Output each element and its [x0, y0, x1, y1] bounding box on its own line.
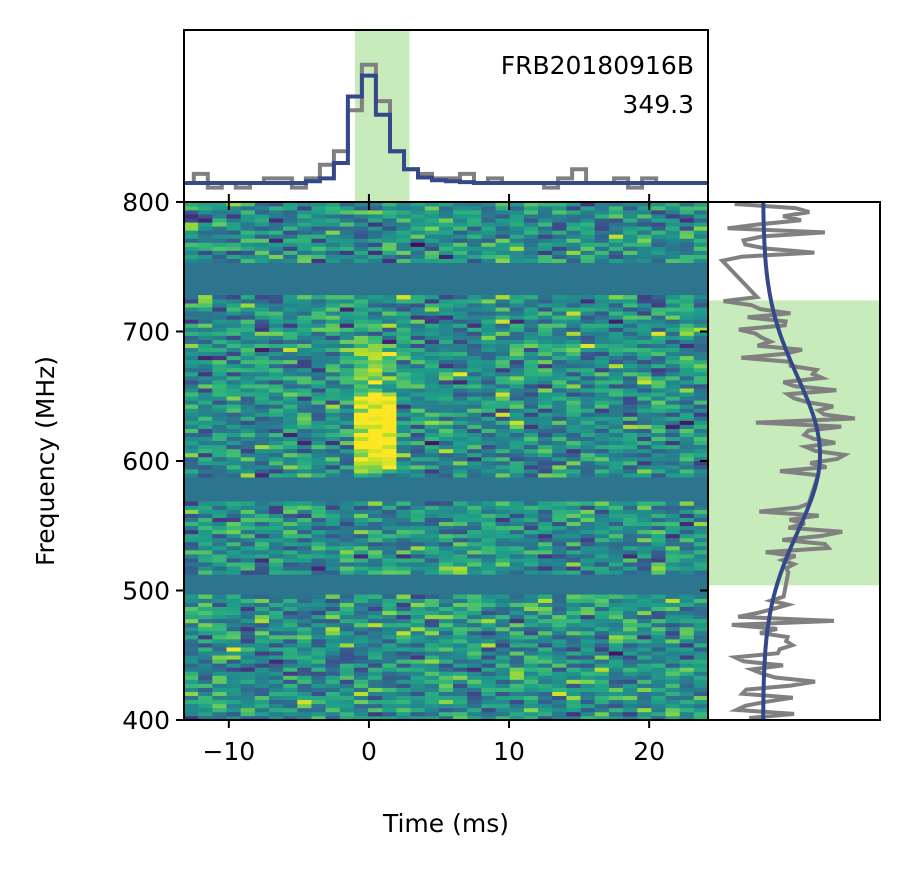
- x-tick-label: 20: [633, 737, 665, 766]
- y-tick-label: 600: [122, 447, 170, 476]
- time-series-model-line: [184, 73, 708, 185]
- x-tick-label: 0: [361, 737, 377, 766]
- y-tick-label: 400: [122, 706, 170, 735]
- dm-value-label: 349.3: [622, 90, 694, 119]
- dynamic-spectrum-panel: −10 0 10 20 400 500 600 700 800 Time (ms) Frequ…: [31, 188, 709, 838]
- y-axis-label: Frequency (MHz): [31, 356, 60, 566]
- y-tick-label: 500: [122, 577, 170, 606]
- x-tick-label: 10: [493, 737, 525, 766]
- x-axis-ticks: −10 0 10 20: [202, 194, 665, 766]
- spectrum-panel: [707, 201, 881, 721]
- dynamic-spectrum-heatmap: [184, 202, 708, 720]
- x-axis-label: Time (ms): [382, 809, 509, 838]
- frb-name-label: FRB20180916B: [501, 51, 694, 80]
- spectrum-data-line: [718, 202, 856, 720]
- spectrum-frame: [707, 201, 881, 721]
- y-tick-label: 700: [122, 318, 170, 347]
- spectrum-model-line: [761, 202, 822, 720]
- time-series-data-line: [184, 62, 708, 190]
- y-axis-ticks: 400 500 600 700 800: [122, 188, 708, 735]
- x-tick-label: −10: [202, 737, 255, 766]
- y-tick-label: 800: [122, 188, 170, 217]
- time-series-panel: FRB20180916B 349.3: [183, 29, 709, 203]
